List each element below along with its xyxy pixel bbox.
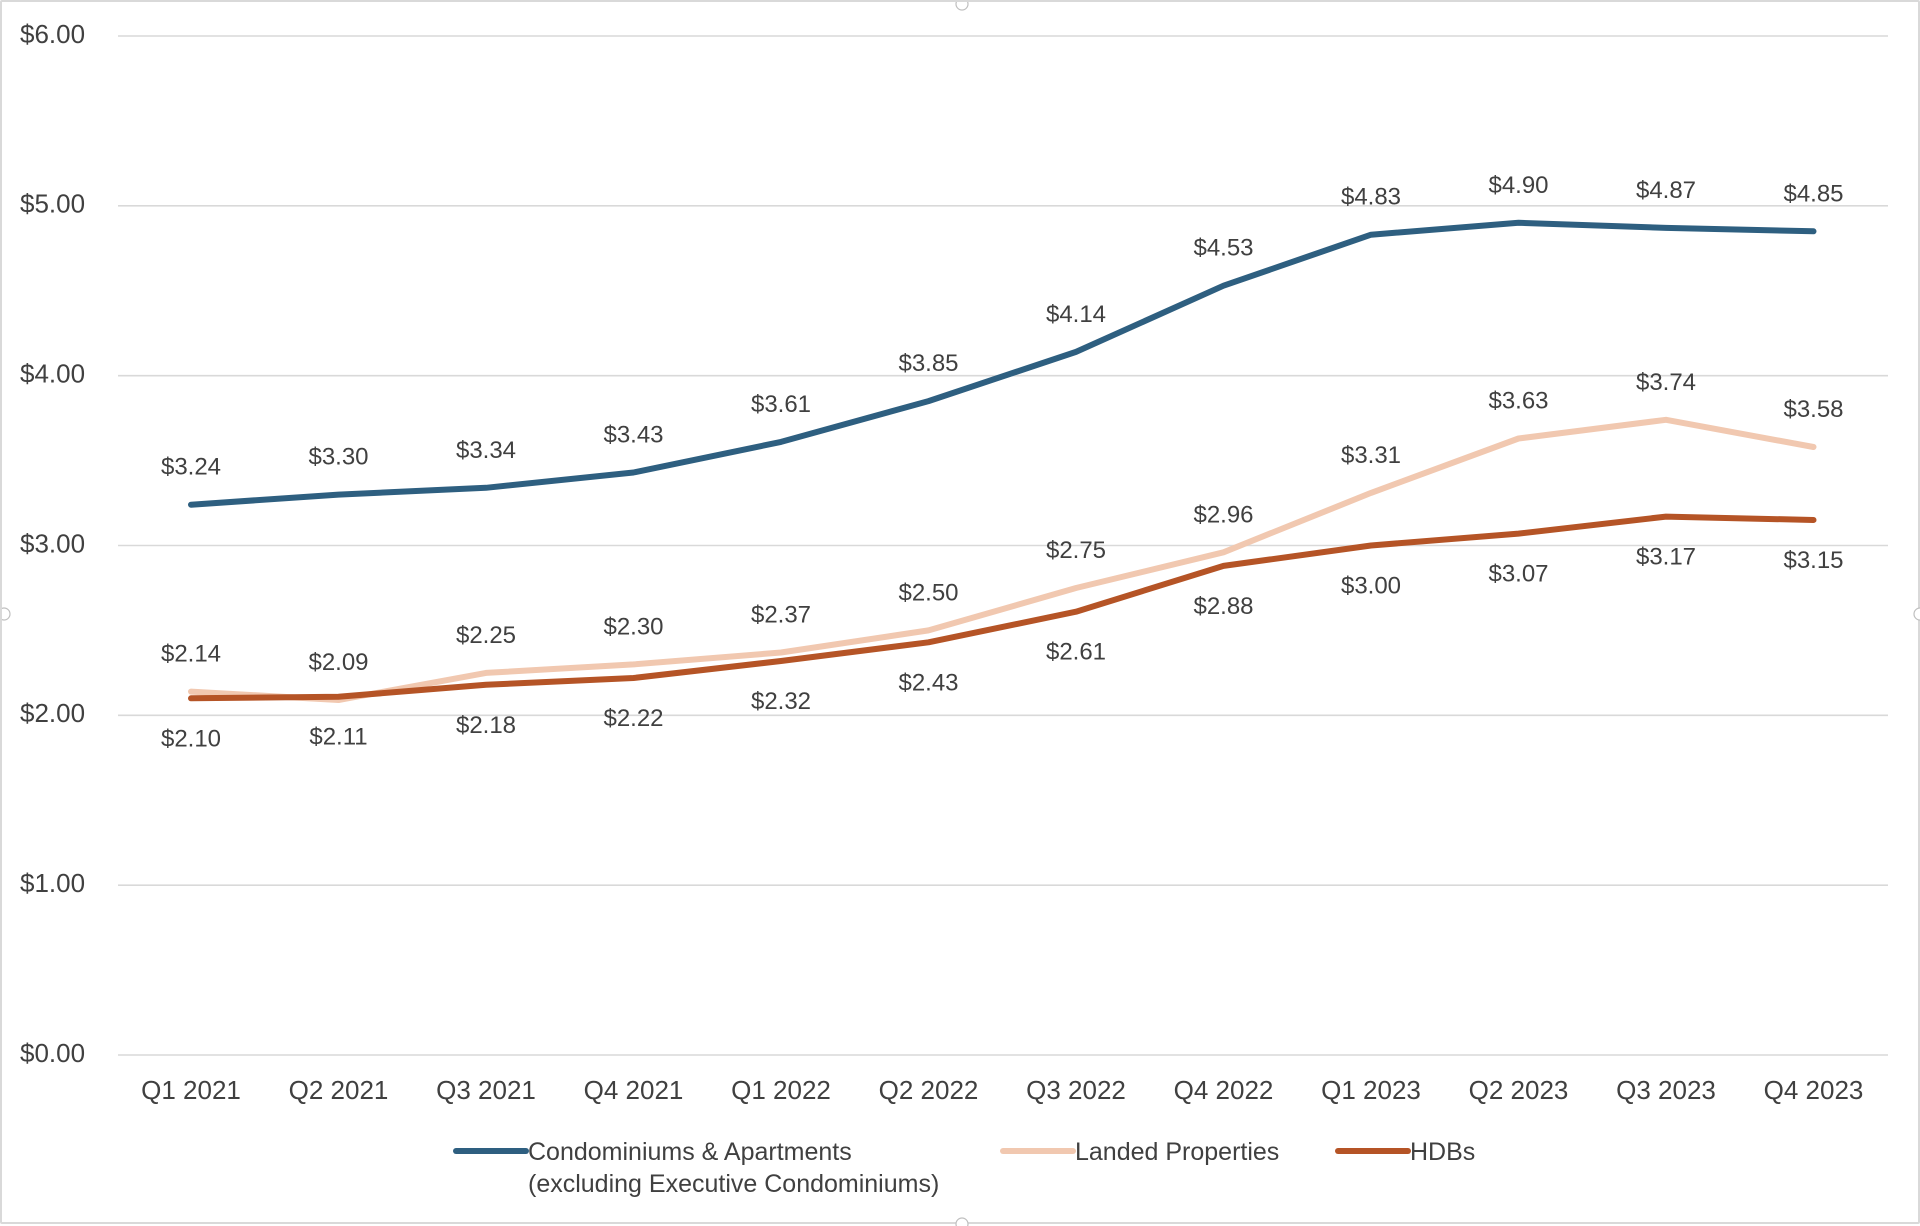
data-label: $4.83 [1341,184,1401,211]
data-label: $2.75 [1046,537,1106,564]
y-tick-label: $2.00 [20,698,85,728]
data-label: $3.63 [1488,388,1548,415]
data-label: $3.34 [456,437,516,464]
resize-handle[interactable] [955,2,969,11]
gridlines [118,35,1888,1056]
x-tick-label: Q2 2022 [879,1075,979,1105]
y-tick-label: $5.00 [20,189,85,219]
data-label: $2.11 [309,724,367,751]
data-label: $2.43 [898,669,958,696]
legend-label: Landed Properties [1075,1138,1279,1166]
data-label: $4.90 [1488,172,1548,199]
x-tick-label: Q1 2021 [141,1075,241,1105]
data-label: $3.61 [751,391,811,418]
y-tick-label: $1.00 [20,868,85,898]
data-label: $3.74 [1636,369,1696,396]
data-label: $4.85 [1783,180,1843,207]
series-line-0 [188,219,1817,508]
data-labels: $3.24 $3.30 $3.34 $3.43 $3.61 $3.85 $4.14 $4.53… [161,172,1844,753]
data-label: $2.61 [1046,639,1106,666]
legend-label: HDBs [1410,1138,1475,1166]
data-label: $3.58 [1783,396,1843,423]
x-tick-label: Q4 2023 [1764,1075,1864,1105]
series-line-1 [188,416,1817,703]
x-tick-label: Q1 2022 [731,1075,831,1105]
data-label: $3.17 [1636,544,1696,571]
y-axis-ticks: $0.00 $1.00 $2.00 $3.00 $4.00 $5.00 $6.00 [20,19,85,1068]
data-label: $3.31 [1341,442,1401,469]
data-label: $3.24 [161,454,221,481]
data-label: $2.37 [751,601,811,628]
data-label: $4.87 [1636,177,1696,204]
series-line-2 [188,513,1817,702]
resize-handle[interactable] [955,1217,969,1226]
data-label: $3.85 [898,350,958,377]
data-label: $2.30 [603,613,663,640]
data-label: $2.14 [161,641,221,668]
data-label: $3.30 [308,444,368,471]
x-tick-label: Q3 2022 [1026,1075,1126,1105]
series-lines [188,219,1817,703]
x-tick-label: Q4 2021 [584,1075,684,1105]
legend-label: (excluding Executive Condominiums) [528,1170,939,1198]
data-label: $2.10 [161,725,221,752]
data-label: $2.18 [456,712,516,739]
data-label: $2.22 [603,705,663,732]
y-tick-label: $3.00 [20,528,85,558]
y-tick-label: $4.00 [20,359,85,389]
legend-label: Condominiums & Apartments [528,1138,852,1166]
legend: Condominiums & Apartments (excluding Exec… [453,1138,1475,1198]
data-label: $3.07 [1488,561,1548,588]
x-axis-ticks: Q1 2021 Q2 2021 Q3 2021 Q4 2021 Q1 2022 Q2 20… [141,1075,1863,1105]
data-label: $2.88 [1193,593,1253,620]
x-tick-label: Q4 2022 [1174,1075,1274,1105]
resize-handle[interactable] [2,607,11,621]
data-label: $2.50 [898,579,958,606]
y-tick-label: $0.00 [20,1038,85,1068]
data-label: $4.53 [1193,235,1253,262]
data-label: $3.43 [603,421,663,448]
x-tick-label: Q2 2021 [289,1075,389,1105]
resize-handle[interactable] [1913,607,1920,621]
data-label: $2.09 [308,649,368,676]
x-tick-label: Q3 2021 [436,1075,536,1105]
data-label: $4.14 [1046,301,1106,328]
data-label: $2.32 [751,688,811,715]
data-label: $2.96 [1193,501,1253,528]
data-label: $3.00 [1341,573,1401,600]
x-tick-label: Q3 2023 [1616,1075,1716,1105]
data-label: $2.25 [456,622,516,649]
data-label: $3.15 [1783,547,1843,574]
y-tick-label: $6.00 [20,19,85,49]
x-tick-label: Q1 2023 [1321,1075,1421,1105]
x-tick-label: Q2 2023 [1469,1075,1569,1105]
